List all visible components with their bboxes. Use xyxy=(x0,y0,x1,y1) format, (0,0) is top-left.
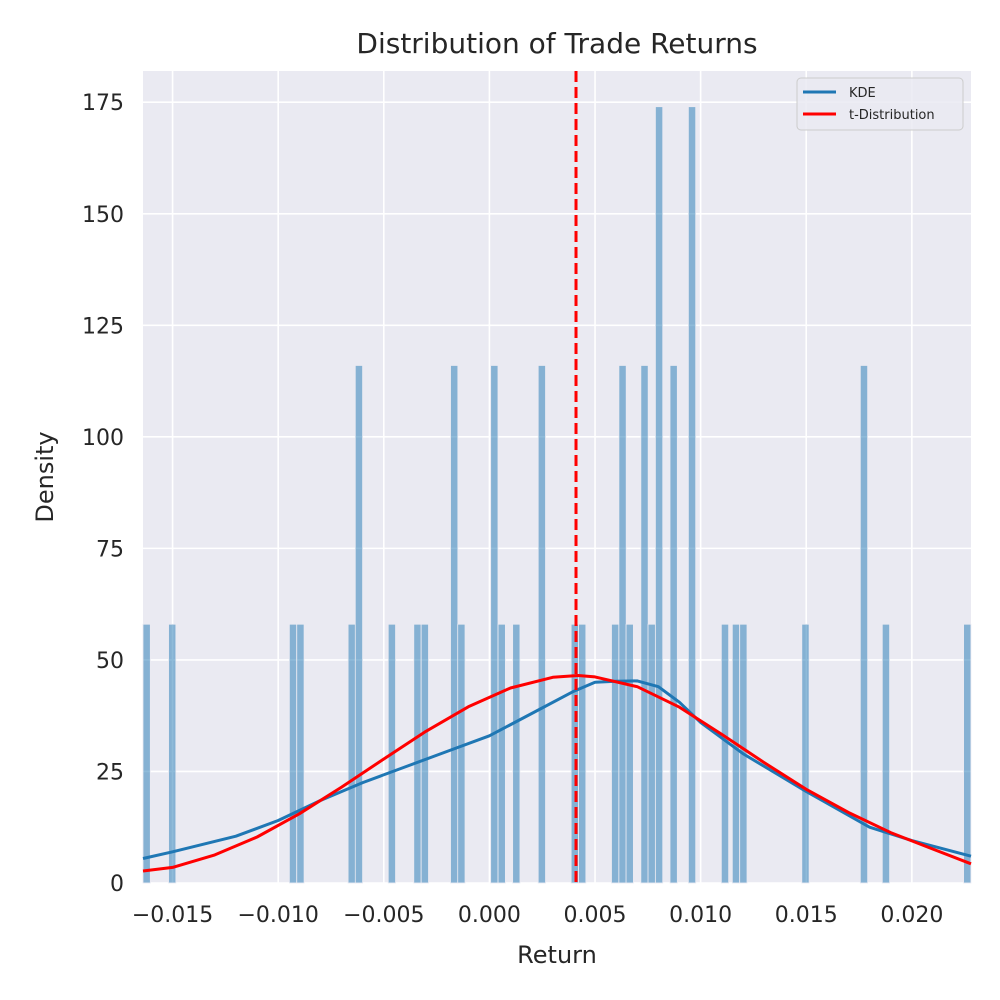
histogram-bar xyxy=(347,623,356,884)
histogram-bar xyxy=(450,365,459,884)
x-tick-label: −0.015 xyxy=(132,903,213,928)
x-tick-label: −0.005 xyxy=(343,903,424,928)
histogram-bar xyxy=(142,623,151,884)
legend: KDE t-Distribution xyxy=(796,77,964,131)
histogram-bar xyxy=(859,365,869,884)
chart-title: Distribution of Trade Returns xyxy=(356,27,757,60)
histogram-bar xyxy=(457,623,466,884)
x-tick-label: 0.015 xyxy=(775,903,838,928)
legend-t-distribution-label: t-Distribution xyxy=(849,108,935,123)
kde-line xyxy=(142,679,972,860)
histogram-bar xyxy=(490,365,499,884)
histogram-bar xyxy=(687,106,697,884)
histogram-bar xyxy=(420,623,429,884)
histogram-bar xyxy=(611,623,620,884)
plot-area xyxy=(143,71,971,883)
histogram-bar xyxy=(640,365,649,884)
y-axis-title: Density xyxy=(31,431,59,522)
histogram-bar xyxy=(963,623,972,884)
x-tick-label: 0.005 xyxy=(564,903,627,928)
histogram-bar xyxy=(731,623,741,884)
y-tick-label: 100 xyxy=(82,426,124,451)
x-tick-label: 0.010 xyxy=(669,903,732,928)
legend-box xyxy=(796,77,964,131)
histogram-bar xyxy=(881,623,890,884)
grid xyxy=(143,71,971,884)
histogram-bar xyxy=(647,623,656,884)
histogram-bar xyxy=(625,623,634,884)
histogram-bar xyxy=(669,365,678,884)
histogram-bar xyxy=(618,365,627,884)
y-tick-label: 75 xyxy=(96,537,124,562)
y-tick-label: 50 xyxy=(96,649,124,674)
density-lines xyxy=(142,674,972,873)
histogram-bar xyxy=(168,623,177,884)
t-distribution-line xyxy=(142,674,972,873)
histogram-bar xyxy=(720,623,730,884)
histogram-bar xyxy=(413,623,422,884)
y-tick-label: 25 xyxy=(96,760,124,785)
y-tick-label: 150 xyxy=(82,203,124,228)
x-tick-label: 0.000 xyxy=(458,903,521,928)
x-tick-labels: −0.015 −0.010 −0.005 0.000 0.005 0.010 0.015 0.… xyxy=(132,903,943,928)
legend-kde-label: KDE xyxy=(849,86,876,101)
histogram-bar xyxy=(512,623,521,884)
y-tick-label: 175 xyxy=(82,91,124,116)
histogram-bar xyxy=(296,623,305,884)
y-tick-labels: 0 25 50 75 100 125 150 175 xyxy=(82,91,124,897)
histogram-bar xyxy=(801,623,810,884)
histogram-bar xyxy=(578,623,587,884)
histogram-bar xyxy=(288,623,298,884)
histogram-bar xyxy=(354,365,363,884)
histogram-bar xyxy=(655,106,664,884)
x-axis-title: Return xyxy=(517,941,597,969)
y-tick-label: 125 xyxy=(82,314,124,339)
histogram-bar xyxy=(537,365,546,884)
x-tick-label: 0.020 xyxy=(880,903,943,928)
x-tick-label: −0.010 xyxy=(237,903,318,928)
y-tick-label: 0 xyxy=(110,872,124,897)
histogram-bar xyxy=(497,623,506,884)
